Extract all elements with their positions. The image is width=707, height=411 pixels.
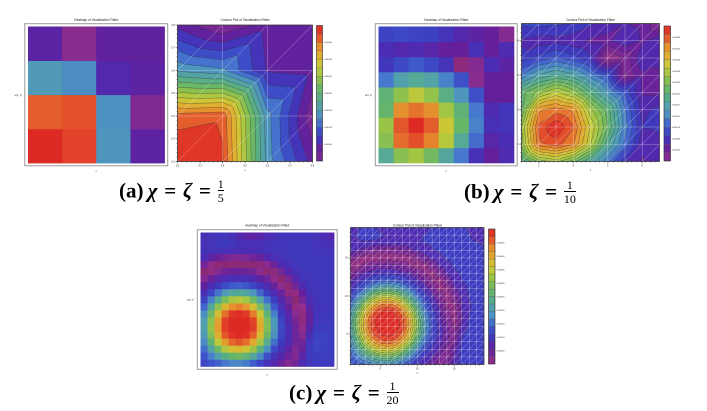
- svg-text:5: 5: [380, 368, 382, 371]
- svg-text:0.00005: 0.00005: [497, 350, 506, 352]
- svg-text:0.00008: 0.00008: [672, 138, 681, 140]
- svg-text:0.6: 0.6: [266, 165, 270, 168]
- svg-text:0.00033: 0.00033: [672, 71, 681, 73]
- svg-text:u(x, t): u(x, t): [15, 93, 22, 97]
- svg-text:u(x, t): u(x, t): [187, 298, 194, 302]
- svg-text:0.00046: 0.00046: [672, 37, 681, 39]
- svg-text:0.5: 0.5: [171, 92, 175, 95]
- svg-text:0.2: 0.2: [171, 160, 175, 163]
- svg-text:4: 4: [517, 109, 519, 112]
- svg-text:0.00044: 0.00044: [324, 42, 333, 44]
- svg-text:8: 8: [517, 40, 519, 43]
- svg-text:0.00020: 0.00020: [497, 310, 506, 312]
- svg-text:0.00019: 0.00019: [324, 110, 333, 112]
- svg-text:0.00045: 0.00045: [497, 242, 506, 244]
- svg-text:0.00006: 0.00006: [324, 144, 333, 146]
- svg-text:x: x: [96, 170, 98, 173]
- svg-text:Heatmap of Visualization Fitte: Heatmap of Visualization Fitted: [74, 18, 118, 22]
- svg-text:x: x: [244, 169, 246, 172]
- svg-text:Contour Plot of Visualization: Contour Plot of Visualization Fitted: [221, 18, 270, 22]
- svg-text:0.00015: 0.00015: [497, 323, 506, 325]
- svg-text:0.00025: 0.00025: [672, 93, 681, 95]
- svg-text:Contour Plot of Visualization: Contour Plot of Visualization Fitted: [393, 224, 442, 228]
- svg-text:4: 4: [573, 165, 575, 168]
- svg-text:0.4: 0.4: [221, 165, 225, 168]
- svg-text:0.5: 0.5: [243, 165, 247, 168]
- svg-text:0.00035: 0.00035: [497, 269, 506, 271]
- svg-text:x: x: [590, 169, 592, 172]
- svg-text:0.8: 0.8: [171, 24, 175, 27]
- svg-text:0.3: 0.3: [198, 165, 202, 168]
- svg-text:0.00040: 0.00040: [497, 256, 506, 258]
- svg-text:0.2: 0.2: [176, 165, 180, 168]
- svg-text:0.00021: 0.00021: [672, 105, 681, 107]
- svg-text:0.7: 0.7: [288, 165, 292, 168]
- svg-text:0.00017: 0.00017: [672, 116, 681, 118]
- svg-text:0.00010: 0.00010: [497, 337, 506, 339]
- svg-text:x: x: [417, 372, 419, 375]
- svg-text:6: 6: [517, 74, 519, 77]
- svg-text:0.00013: 0.00013: [324, 127, 333, 129]
- svg-text:Contour Plot of Visualization: Contour Plot of Visualization Fitted: [566, 18, 615, 22]
- svg-text:0.8: 0.8: [311, 165, 315, 168]
- svg-text:2: 2: [538, 165, 540, 168]
- svg-text:Heatmap of Visualization Fitte: Heatmap of Visualization Fitted: [245, 224, 289, 228]
- svg-text:5: 5: [346, 333, 348, 336]
- svg-text:x: x: [446, 170, 448, 173]
- svg-text:0.00042: 0.00042: [672, 48, 681, 50]
- svg-text:0.00030: 0.00030: [497, 283, 506, 285]
- svg-text:0.4: 0.4: [171, 115, 175, 118]
- svg-text:0.00025: 0.00025: [324, 93, 333, 95]
- svg-text:0.00038: 0.00038: [324, 59, 333, 61]
- svg-text:8: 8: [642, 165, 644, 168]
- svg-text:x: x: [267, 374, 269, 377]
- svg-text:2: 2: [517, 143, 519, 146]
- svg-text:0.00004: 0.00004: [672, 150, 681, 152]
- svg-text:u(x, t): u(x, t): [365, 93, 372, 97]
- svg-text:0.00025: 0.00025: [497, 296, 506, 298]
- svg-text:15: 15: [345, 257, 348, 260]
- svg-text:15: 15: [453, 368, 456, 371]
- svg-text:0.7: 0.7: [171, 47, 175, 50]
- svg-text:10: 10: [416, 368, 419, 371]
- svg-text:0.00029: 0.00029: [672, 82, 681, 84]
- svg-text:Heatmap of Visualization Fitte: Heatmap of Visualization Fitted: [424, 18, 468, 22]
- svg-text:10: 10: [345, 295, 348, 298]
- svg-text:0.00038: 0.00038: [672, 60, 681, 62]
- svg-text:0.00031: 0.00031: [324, 76, 333, 78]
- svg-text:0.3: 0.3: [171, 138, 175, 141]
- svg-text:6: 6: [607, 165, 609, 168]
- svg-text:0.6: 0.6: [171, 69, 175, 72]
- svg-text:0.00013: 0.00013: [672, 127, 681, 129]
